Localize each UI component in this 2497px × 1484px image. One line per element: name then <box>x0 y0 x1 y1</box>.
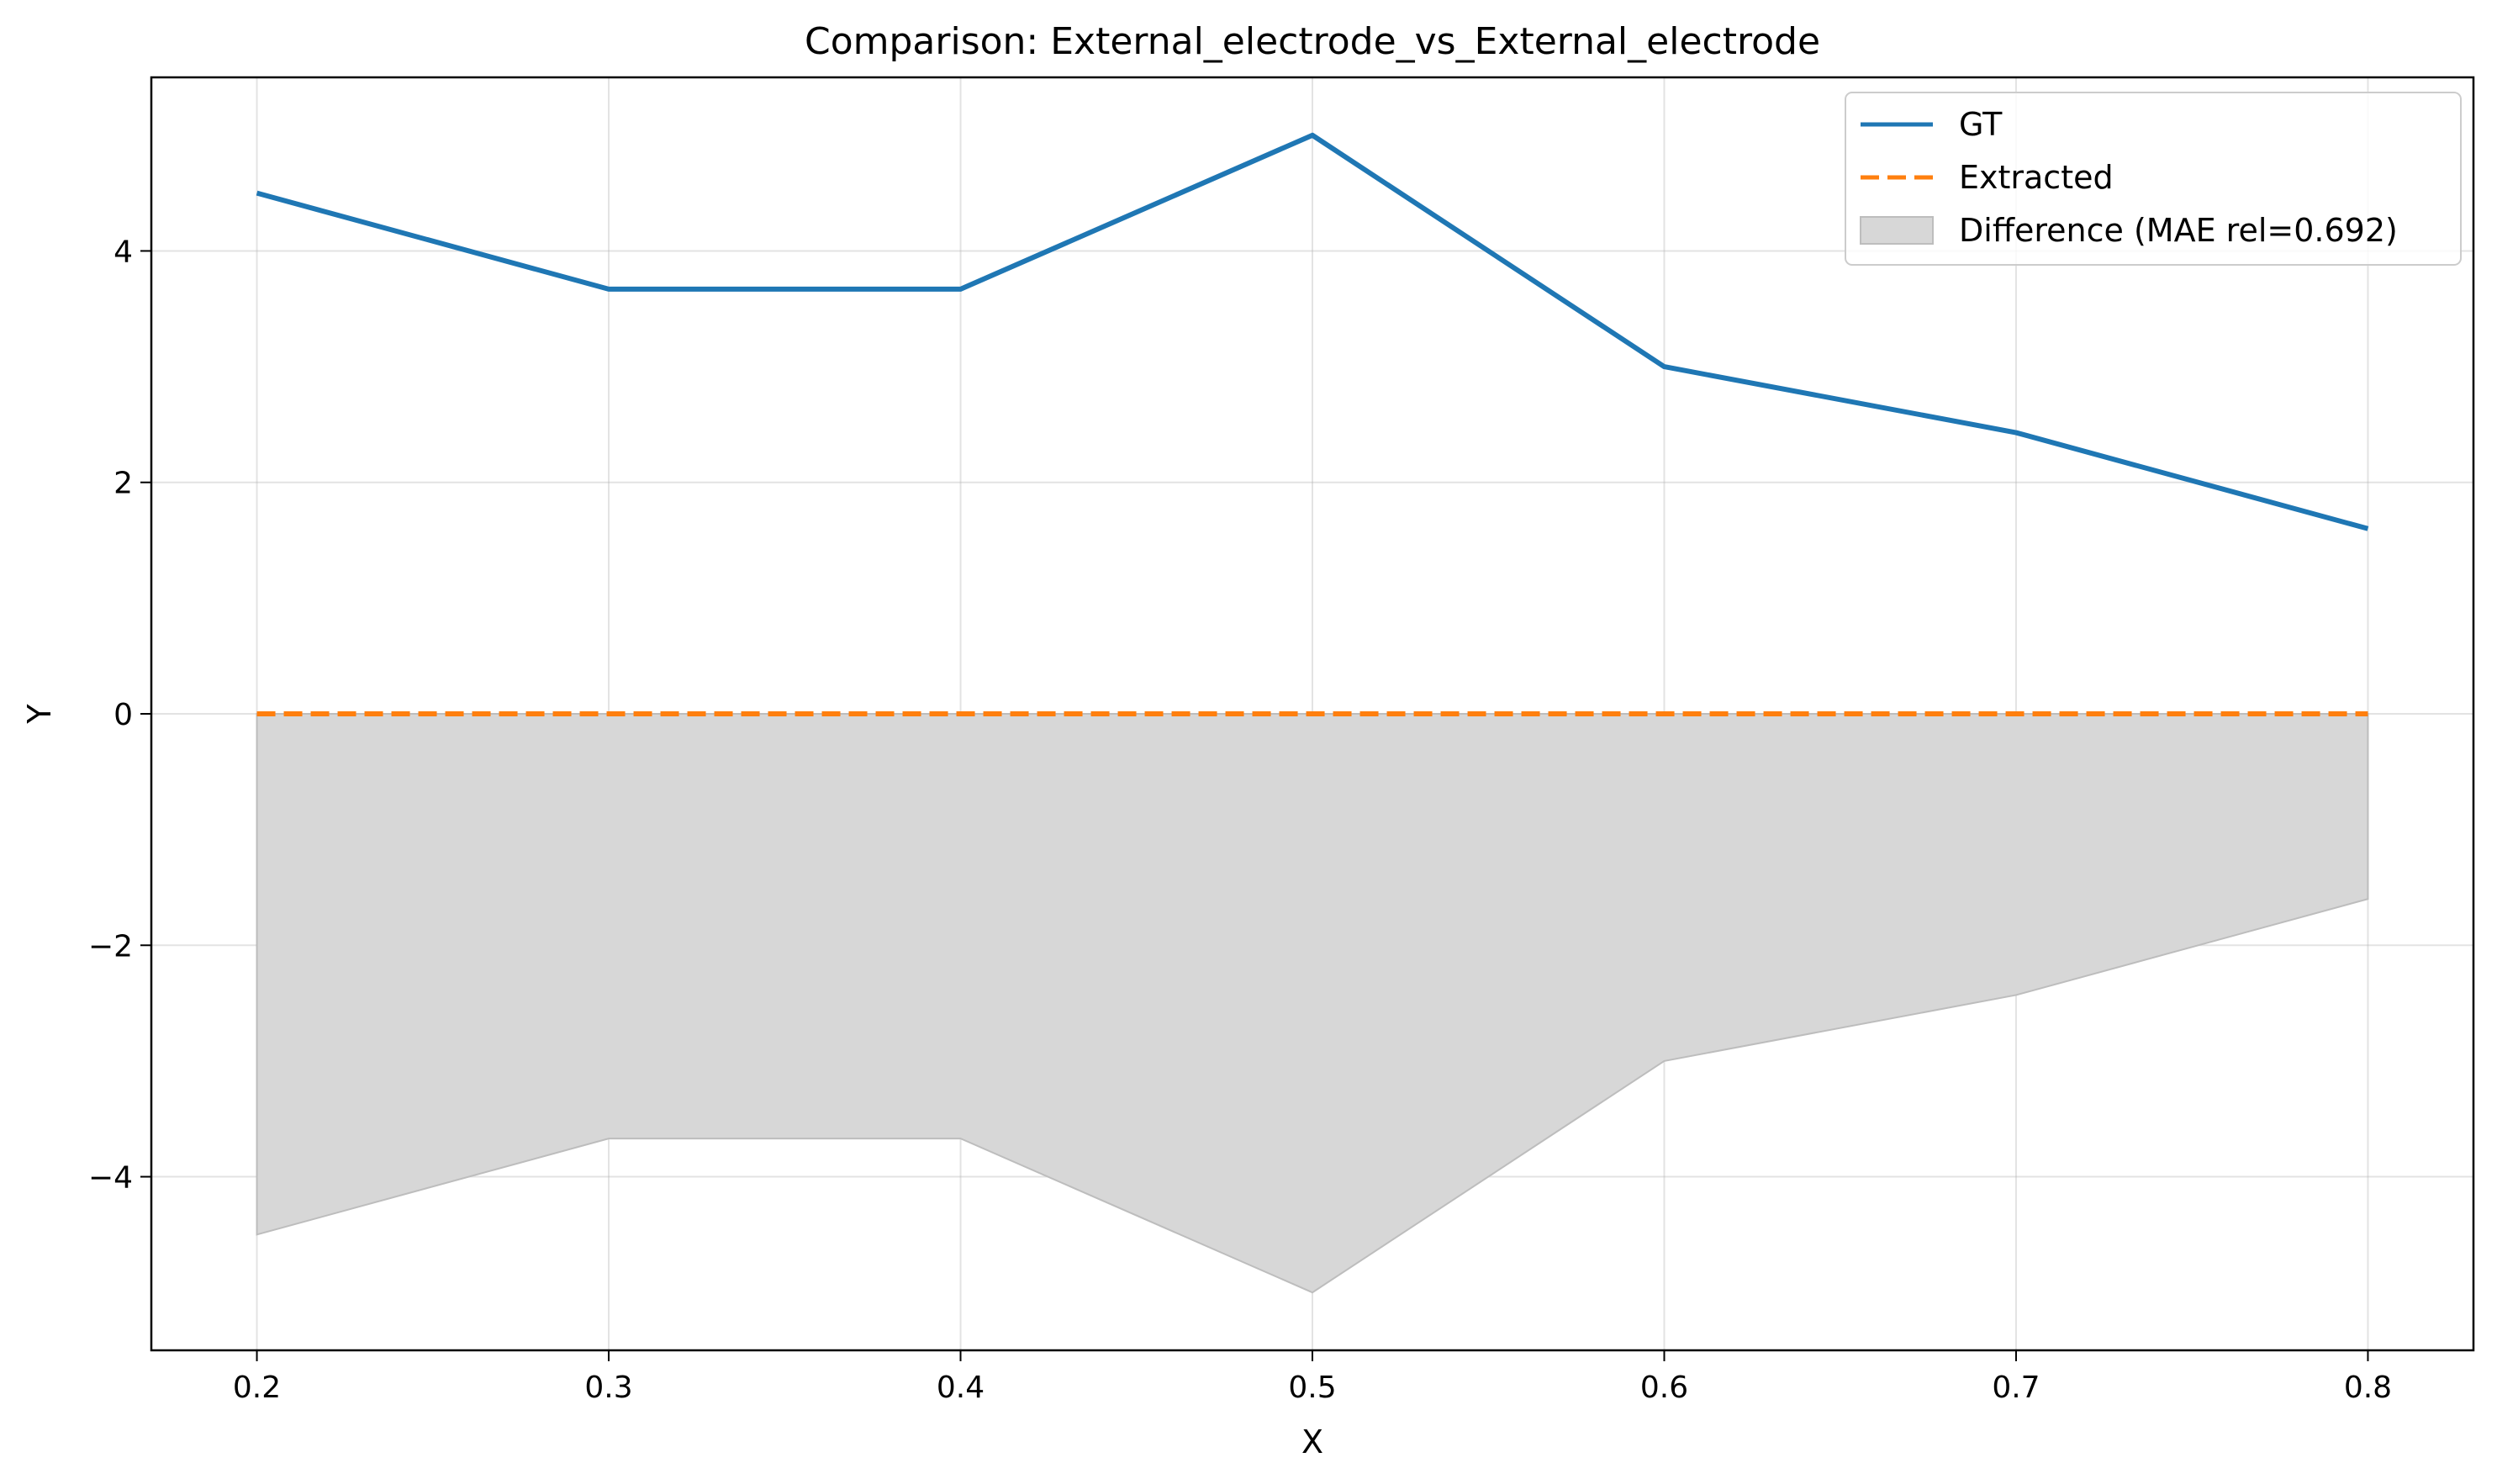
series-line-gt <box>256 132 2369 531</box>
y-tick-label-3: 2 <box>114 467 133 501</box>
x-axis-label: X <box>1301 1423 1323 1460</box>
legend: GT Extracted Difference (MAE rel=0.692) <box>1845 92 2462 266</box>
y-tick-label-0: −4 <box>88 1161 133 1196</box>
y-tick-label-2: 0 <box>114 698 133 732</box>
x-tick-label-3: 0.5 <box>1288 1370 1336 1405</box>
x-axis-ticks: 0.2 0.3 0.4 0.5 0.6 0.7 0.8 <box>233 1350 2392 1405</box>
legend-difference-swatch <box>1860 216 1934 245</box>
legend-gt-label: GT <box>1959 106 2003 143</box>
chart-title: Comparison: External_electrode_vs_Extern… <box>805 20 1820 63</box>
x-tick-label-6: 0.8 <box>2344 1370 2392 1405</box>
y-axis-ticks: −4 −2 0 2 4 <box>88 235 151 1196</box>
x-tick-label-1: 0.3 <box>584 1370 632 1405</box>
y-tick-label-4: 4 <box>114 235 133 269</box>
y-axis-label: Y <box>21 704 58 725</box>
legend-difference-label: Difference (MAE rel=0.692) <box>1959 212 2398 249</box>
y-tick-label-1: −2 <box>88 929 133 964</box>
legend-box <box>1845 92 2462 266</box>
legend-extracted-label: Extracted <box>1959 159 2114 196</box>
series-layer <box>256 132 2369 716</box>
x-tick-label-4: 0.6 <box>1640 1370 1688 1405</box>
x-tick-label-5: 0.7 <box>1992 1370 2040 1405</box>
x-tick-label-0: 0.2 <box>233 1370 281 1405</box>
x-tick-label-2: 0.4 <box>937 1370 985 1405</box>
